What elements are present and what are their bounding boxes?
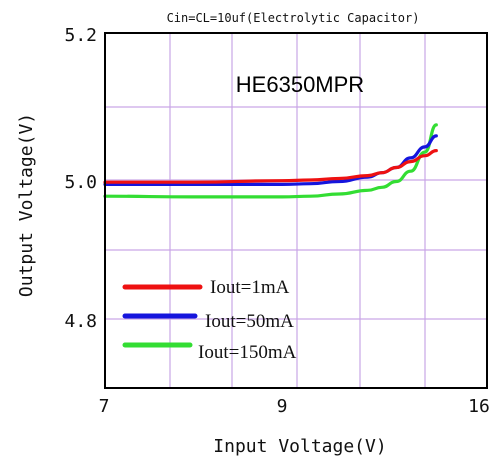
plot-area [105,33,487,388]
x-tick-label-16: 16 [468,396,490,417]
series-line-iout-150ma [103,123,438,199]
legend: Iout=1mA Iout=50mA Iout=150mA [122,277,297,363]
legend-label-iout-50ma: Iout=50mA [205,311,294,332]
y-axis-title: Output Voltage(V) [16,113,37,297]
plot-frame [104,32,488,389]
y-tick-label-4-8: 4.8 [64,311,97,332]
chart-subtitle: Cin=CL=10uf(Electrolytic Capacitor) [167,11,420,25]
x-tick-label-7: 7 [99,396,110,417]
chart-title: HE6350MPR [236,72,364,97]
y-tick-label-5-0: 5.0 [64,172,97,193]
series-line-iout-1ma [103,149,438,184]
x-axis-title: Input Voltage(V) [213,436,386,457]
series-lines [103,123,438,199]
legend-label-iout-1ma: Iout=1mA [210,277,290,298]
x-tick-label-9: 9 [277,396,288,417]
y-tick-label-5-2: 5.2 [64,25,97,46]
legend-label-iout-150ma: Iout=150mA [198,342,297,363]
